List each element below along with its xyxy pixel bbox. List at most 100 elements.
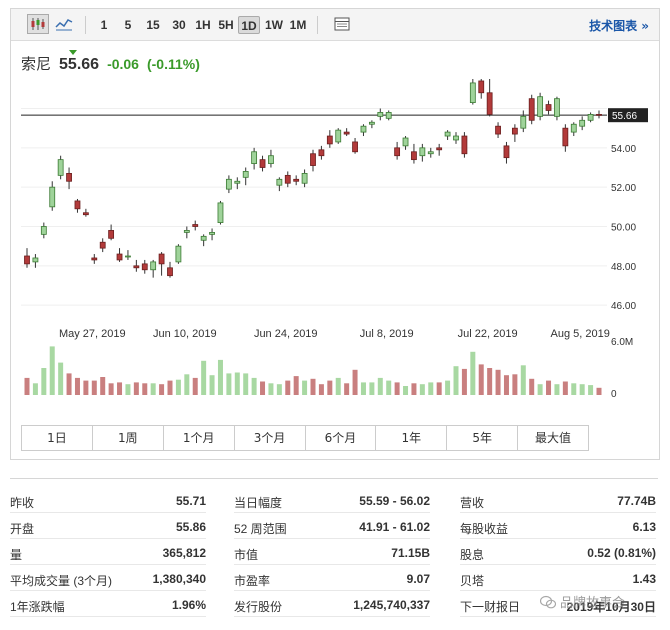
interval-1h-button[interactable]: 1H	[195, 18, 211, 32]
current-price-label: 55.66	[612, 111, 637, 122]
stat-row: 量 365,812	[10, 540, 206, 566]
range-max-button[interactable]: 最大值	[535, 431, 572, 445]
range-6m-button[interactable]: 6个月	[306, 426, 377, 450]
volume-bar	[276, 384, 282, 395]
candle-body	[402, 137, 409, 147]
range-1d-button[interactable]: 1日	[22, 426, 93, 450]
candle-body	[377, 112, 384, 117]
volume-bar	[167, 380, 173, 395]
stat-row: 股息 0.52 (0.81%)	[460, 540, 656, 566]
candle-body	[545, 104, 552, 111]
price-change: -0.06	[107, 56, 139, 72]
candle-body	[503, 145, 510, 159]
interval-1m-button[interactable]: 1M	[289, 18, 307, 32]
stat-row: 1年涨跌幅 1.96%	[10, 592, 206, 618]
stat-value: 55.86	[175, 520, 206, 534]
candle-body	[40, 226, 47, 235]
row-divider	[234, 590, 430, 591]
volume-bar	[419, 384, 425, 395]
volume-bar	[503, 375, 509, 395]
candle-body	[234, 180, 241, 184]
volume-bar	[596, 387, 602, 395]
stat-label: 发行股份	[234, 600, 283, 614]
line-chart-icon[interactable]	[53, 14, 75, 34]
candlestick-icon[interactable]	[27, 14, 49, 34]
chart-panel: 1 5 15 30 1H 5H 1D 1W 1M 技术图表 » 索尼 55.66…	[10, 8, 660, 460]
volume-max-label: 6.0M	[611, 337, 633, 348]
y-tick-label: 46.00	[611, 301, 636, 312]
range-1w-button[interactable]: 1周	[93, 426, 164, 450]
candle-body	[385, 112, 392, 119]
volume-zero-label: 0	[611, 389, 617, 400]
volume-bar	[377, 377, 383, 395]
stat-row: 发行股份 1,245,740,337	[234, 592, 430, 618]
stat-value: 9.07	[406, 572, 430, 586]
volume-bar	[285, 380, 291, 395]
volume-bar	[293, 376, 299, 395]
volume-bar	[133, 382, 139, 395]
candle-body	[200, 235, 207, 241]
volume-bar	[360, 382, 366, 395]
stat-row: 当日幅度 55.59 - 56.02	[234, 488, 430, 514]
volume-bar	[49, 346, 55, 395]
interval-5h-button[interactable]: 5H	[218, 18, 234, 32]
candle-body	[326, 135, 333, 145]
y-tick-label: 54.00	[611, 144, 636, 155]
candle-body	[537, 96, 544, 117]
interval-1w-button[interactable]: 1W	[265, 18, 283, 32]
row-divider	[234, 616, 430, 617]
candlestick-chart[interactable]: 46.00 48.00 50.00 52.00 54.00 May 27, 2019 Jun…	[21, 79, 651, 415]
volume-bar	[352, 369, 358, 395]
candle-body	[453, 135, 459, 141]
volume-bar	[478, 364, 484, 395]
stat-row: 市值 71.15B	[234, 540, 430, 566]
candle-body	[99, 241, 106, 249]
candle-body	[570, 123, 577, 133]
volume-bar	[108, 383, 114, 395]
watermark: 品牌故事会	[540, 592, 625, 611]
candle-body	[352, 141, 358, 153]
range-1y-button[interactable]: 1年	[376, 426, 448, 450]
range-1m-button[interactable]: 1个月	[164, 426, 235, 450]
interval-30-button[interactable]: 30	[172, 18, 186, 32]
volume-bar	[251, 377, 257, 395]
table-icon[interactable]	[331, 14, 353, 34]
volume-bar	[562, 381, 568, 395]
candle-body	[133, 265, 140, 269]
volume-bar	[335, 377, 341, 395]
range-3m-button[interactable]: 3个月	[235, 426, 306, 450]
candle-body	[91, 257, 98, 261]
volume-bar	[546, 380, 552, 395]
candle-body	[276, 178, 283, 186]
watermark-text: 品牌故事会	[560, 596, 626, 611]
stat-label: 股息	[460, 548, 485, 562]
interval-1d-button[interactable]: 1D	[238, 16, 260, 34]
candle-body	[394, 147, 401, 157]
interval-15-button[interactable]: 15	[146, 18, 160, 32]
row-divider	[10, 512, 206, 513]
candle-body	[24, 255, 30, 265]
stat-value: 55.71	[175, 494, 206, 508]
volume-bar	[428, 382, 434, 395]
candle-body	[343, 131, 350, 135]
volume-bar	[226, 373, 232, 395]
candle-body	[318, 149, 325, 157]
row-divider	[460, 512, 656, 513]
volume-bar	[302, 380, 308, 395]
interval-5-button[interactable]: 5	[124, 18, 132, 32]
volume-bar	[394, 382, 400, 395]
candle-body	[461, 135, 468, 155]
volume-bar	[512, 374, 518, 395]
row-divider	[234, 512, 430, 513]
row-divider	[10, 564, 206, 565]
technical-chart-link[interactable]: 技术图表 »	[589, 19, 649, 33]
range-5y-button[interactable]: 5年	[447, 426, 519, 450]
stat-value: 77.74B	[617, 494, 656, 508]
stat-label: 每股收益	[460, 522, 509, 536]
candle-body	[251, 151, 258, 164]
volume-bar	[260, 381, 266, 395]
stat-value: 1,245,740,337	[353, 598, 430, 612]
candle-body	[579, 119, 586, 127]
interval-1-button[interactable]: 1	[100, 18, 108, 32]
row-divider	[234, 538, 430, 539]
